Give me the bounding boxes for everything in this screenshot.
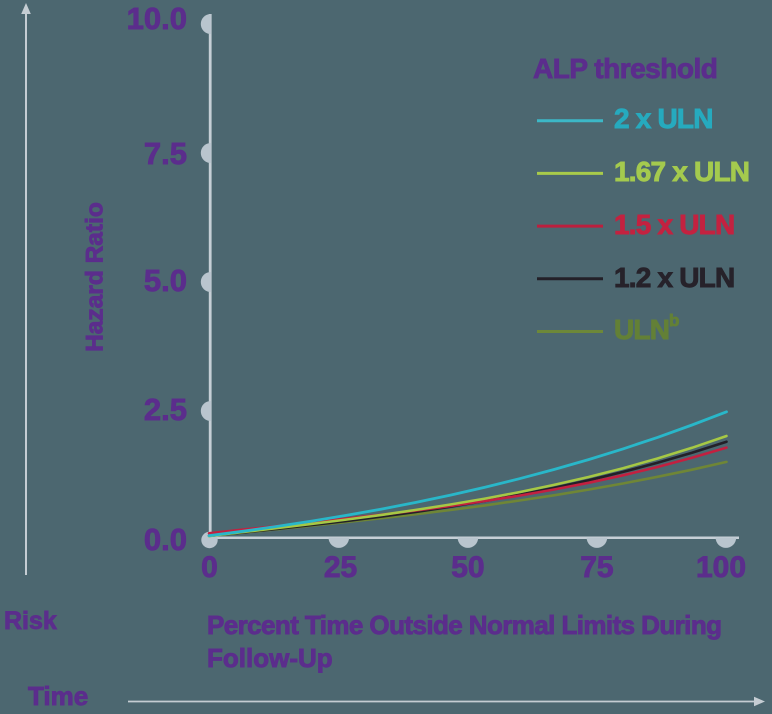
svg-text:ALP threshold: ALP threshold — [533, 53, 717, 84]
svg-text:1.2 x ULN: 1.2 x ULN — [614, 262, 734, 293]
svg-text:75: 75 — [580, 551, 613, 584]
svg-text:1.5 x ULN: 1.5 x ULN — [614, 209, 734, 240]
svg-text:Follow-Up: Follow-Up — [207, 643, 333, 673]
svg-text:Hazard Ratio: Hazard Ratio — [82, 202, 109, 352]
svg-text:0: 0 — [201, 551, 218, 584]
svg-text:Risk: Risk — [4, 607, 57, 635]
svg-text:1.67 x ULN: 1.67 x ULN — [614, 156, 749, 187]
svg-text:Percent Time Outside Normal Li: Percent Time Outside Normal Limits Durin… — [207, 610, 722, 640]
svg-text:25: 25 — [324, 551, 357, 584]
svg-text:10.0: 10.0 — [127, 1, 187, 36]
svg-text:0.0: 0.0 — [144, 522, 187, 557]
svg-text:5.0: 5.0 — [144, 263, 187, 298]
svg-text:50: 50 — [451, 551, 484, 584]
svg-text:2.5: 2.5 — [144, 392, 187, 427]
svg-text:ULN: ULN — [614, 314, 669, 345]
svg-text:100: 100 — [696, 551, 746, 584]
svg-text:Time: Time — [28, 681, 88, 711]
svg-text:b: b — [669, 311, 679, 330]
svg-text:2 x ULN: 2 x ULN — [614, 103, 713, 134]
svg-text:7.5: 7.5 — [144, 136, 187, 171]
